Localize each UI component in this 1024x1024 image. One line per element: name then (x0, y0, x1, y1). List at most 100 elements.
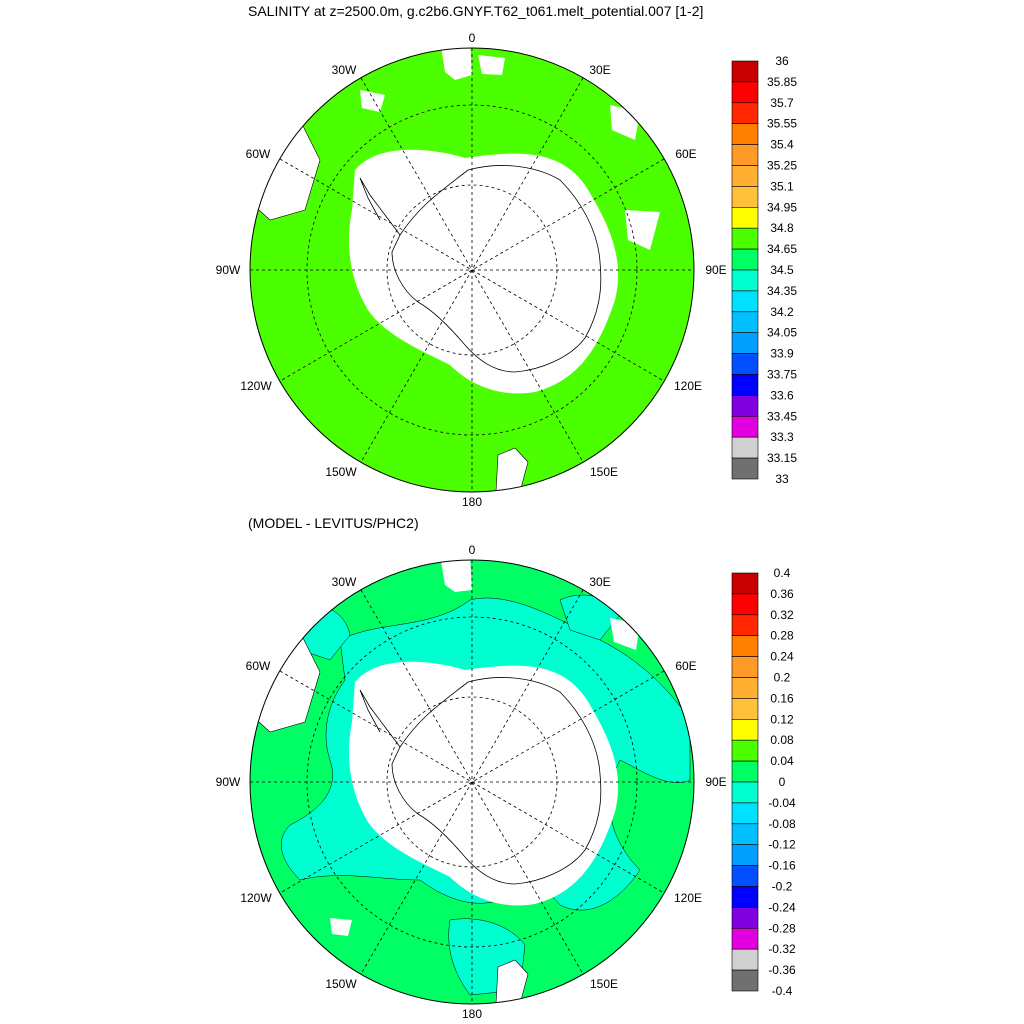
colorbar-swatch (731, 760, 759, 783)
colorbar-label: 34.05 (767, 326, 797, 340)
colorbar-swatch (731, 739, 759, 762)
lon-label: 180 (462, 1007, 482, 1021)
colorbar-label: 0.4 (774, 566, 791, 580)
colorbar-label: 33.9 (770, 347, 794, 361)
colorbar-swatch (731, 886, 759, 908)
colorbar-swatch (731, 290, 759, 313)
colorbar-label: 0.32 (770, 608, 794, 622)
lon-labels-1: 0 30E 60E 90E 120E 150E 180 150W 120W 90… (216, 31, 727, 509)
lon-label: 150W (325, 977, 357, 991)
colorbar-label: 33.45 (767, 409, 797, 423)
colorbar-swatch (731, 948, 759, 971)
colorbar-label: 35.1 (770, 179, 794, 193)
lon-label: 90E (705, 775, 726, 789)
colorbar-swatch (731, 332, 759, 354)
plot1-title: SALINITY at z=2500.0m, g.c2b6.GNYF.T62_t… (248, 3, 704, 19)
polar-map-salinity: 0 30E 60E 90E 120E 150E 180 150W 120W 90… (216, 31, 798, 509)
land-new-zealand (495, 959, 529, 1004)
colorbar-swatch (731, 165, 759, 187)
antarctica-coastline (391, 165, 602, 373)
lon-label: 120E (674, 379, 702, 393)
lon-label: 30W (332, 63, 357, 77)
lon-label: 60E (675, 147, 696, 161)
colorbar-label: 34.8 (770, 221, 794, 235)
colorbar-swatch (731, 593, 759, 616)
colorbar-label: 0.04 (770, 754, 794, 768)
colorbar-label: 34.2 (770, 305, 794, 319)
land-new-zealand (495, 447, 529, 492)
lon-label: 90W (216, 263, 241, 277)
colorbar-label: -0.08 (768, 817, 796, 831)
antarctic-peninsula (359, 177, 401, 236)
colorbar-label: 34.35 (767, 284, 797, 298)
colorbar-swatch (731, 436, 759, 459)
colorbar-swatch (731, 781, 759, 804)
colorbar-label: -0.36 (768, 963, 796, 977)
antarctica-coastline (391, 677, 602, 885)
colorbar-salinity: 36 35.85 35.7 35.55 35.4 35.25 35.1 34.95 34.8 34… (731, 54, 797, 486)
lon-label: 30E (589, 63, 610, 77)
colorbar-label: 0.24 (770, 650, 794, 664)
lon-label: 60W (246, 659, 271, 673)
colorbar-label: -0.24 (768, 900, 796, 914)
colorbar-label: 35.25 (767, 159, 797, 173)
colorbar-swatch (731, 907, 759, 929)
colorbar-swatch (731, 572, 759, 595)
map-border (249, 559, 695, 1005)
colorbar-swatch (731, 415, 759, 438)
colorbar-swatch (731, 374, 759, 396)
colorbar-label: 33.6 (770, 388, 794, 402)
lon-label: 0 (469, 543, 476, 557)
lon-label: 60W (246, 147, 271, 161)
colorbar-label: -0.4 (772, 984, 793, 998)
colorbar-swatch (731, 969, 759, 992)
colorbar-swatch (731, 802, 759, 825)
colorbar-swatch (731, 248, 759, 271)
missing-patch (360, 48, 660, 250)
colorbar-label: 0.36 (770, 587, 794, 601)
colorbar-label: -0.16 (768, 859, 796, 873)
lon-label: 120E (674, 891, 702, 905)
colorbar-label: -0.28 (768, 921, 796, 935)
colorbar-swatch (731, 395, 759, 417)
colorbar-label: 33 (775, 472, 789, 486)
colorbar-label: -0.12 (768, 838, 796, 852)
lon-label: 30E (589, 575, 610, 589)
lon-label: 90E (705, 263, 726, 277)
lon-label: 60E (675, 659, 696, 673)
colorbar-label: 0.2 (774, 671, 791, 685)
lon-labels-2: 0 30E 60E 90E 120E 150E 180 150W 120W 90… (216, 543, 727, 1021)
colorbar-label: 34.95 (767, 200, 797, 214)
colorbar-swatch (731, 269, 759, 292)
colorbar-swatch (731, 927, 759, 950)
colorbar-label: 0.16 (770, 691, 794, 705)
colorbar-label: 34.5 (770, 263, 794, 277)
lon-label: 150E (590, 977, 618, 991)
colorbar-swatch (731, 677, 759, 699)
lon-label: 90W (216, 775, 241, 789)
colorbar-label: -0.2 (772, 880, 793, 894)
lon-label: 150E (590, 465, 618, 479)
colorbar-label: 35.55 (767, 117, 797, 131)
antarctic-peninsula (359, 689, 401, 748)
lon-label: 180 (462, 495, 482, 509)
colorbar-swatch (731, 227, 759, 250)
colorbar-swatch (731, 102, 759, 125)
lon-label: 120W (240, 891, 272, 905)
colorbar-swatch (731, 60, 759, 83)
colorbar-swatch (731, 635, 759, 657)
colorbar-label: 0.28 (770, 629, 794, 643)
colorbar-swatch (731, 698, 759, 720)
colorbar-label: 0.12 (770, 712, 794, 726)
graticule (250, 48, 694, 492)
graticule (250, 560, 694, 1004)
colorbar-swatch (731, 311, 759, 333)
colorbar-swatch (731, 144, 759, 166)
colorbar-label: 35.4 (770, 138, 794, 152)
colorbar-label: 0.08 (770, 733, 794, 747)
colorbar-label: 35.7 (770, 96, 794, 110)
lon-label: 120W (240, 379, 272, 393)
colorbar-label: 35.85 (767, 75, 797, 89)
plot2-title: (MODEL - LEVITUS/PHC2) (248, 515, 419, 531)
colorbar-swatch (731, 718, 759, 741)
